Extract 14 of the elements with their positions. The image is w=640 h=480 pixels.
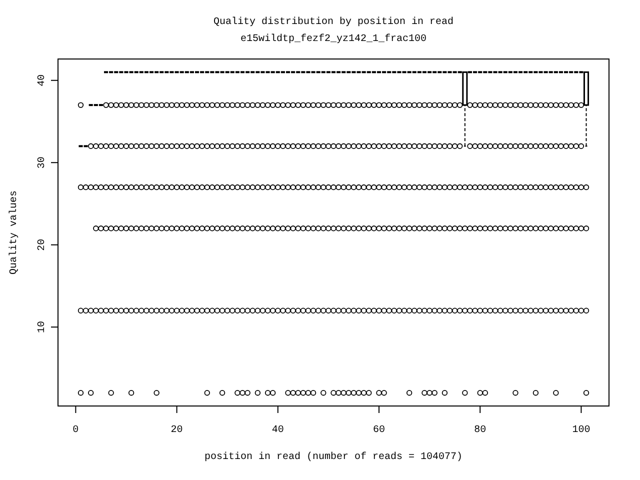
x-tick-label: 60 bbox=[372, 425, 386, 436]
y-axis-title: Quality values bbox=[8, 190, 20, 275]
x-axis-title: position in read (number of reads = 104077) bbox=[204, 451, 463, 463]
x-tick-label: 20 bbox=[170, 425, 183, 436]
y-tick-label: 20 bbox=[37, 238, 48, 251]
x-tick-label: 100 bbox=[572, 425, 590, 436]
chart-subtitle: e15wildtp_fezf2_yz142_1_frac100 bbox=[240, 33, 427, 45]
x-tick-label: 80 bbox=[474, 425, 486, 436]
x-tick-label: 40 bbox=[272, 425, 284, 436]
y-tick-label: 10 bbox=[37, 321, 48, 334]
y-tick-label: 40 bbox=[37, 74, 48, 86]
y-tick-label: 30 bbox=[37, 156, 48, 169]
chart-title: Quality distribution by position in read bbox=[213, 16, 454, 28]
x-tick-label: 0 bbox=[72, 425, 79, 436]
